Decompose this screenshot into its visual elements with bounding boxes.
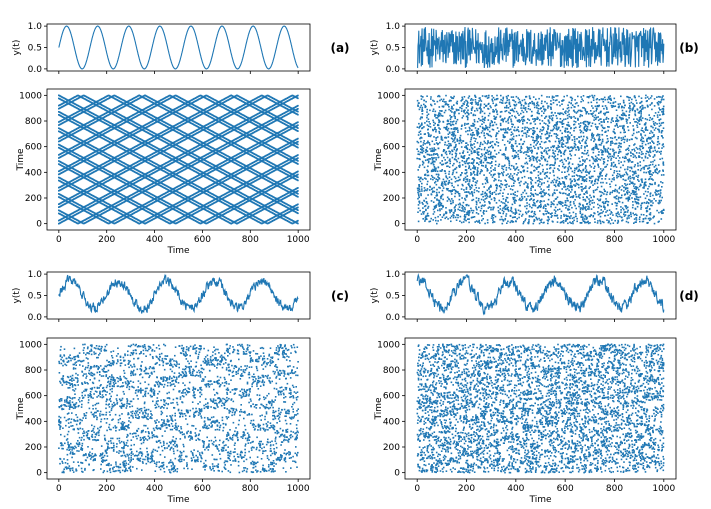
panel-1-bottom-point [297,190,299,192]
panel-1-bottom-point [297,94,299,97]
panel-1-bottom-xlabel: Time [166,246,189,256]
panel-1-bottom-xtick-label: 800 [242,235,259,245]
panel-1-top-ytick-label: 0.0 [28,65,43,75]
panel-1-top-ytick-label: 1.0 [28,22,43,32]
panel-1-bottom-point [297,176,299,179]
panel-1-bottom-point [297,160,299,162]
panel-1-bottom-scatter-points [58,94,299,225]
panel-1-top-ytick-label: 0.5 [28,44,42,54]
panel-1-bottom-ytick-label: 400 [25,168,42,178]
panel-1-bottom-xtick-label: 400 [146,235,163,245]
panel-1-bottom-point [78,195,80,198]
panel-1-top-series-line [58,25,299,70]
panel-1-bottom-point [106,136,108,139]
panel-1-bottom-axes-frame [46,88,311,231]
panel-1-bottom-point [269,221,272,223]
panel-1-bottom-ylabel: Time [16,148,26,171]
panel-1-bottom-point [269,208,272,210]
panel-1-bottom-point [106,197,108,199]
panel-1-bottom-xtick-label: 200 [98,235,115,245]
panel-1-bottom-ytick-label: 600 [25,143,42,153]
panel-1-bottom-xtick-label: 0 [56,235,62,245]
panel-1-bottom-point [297,173,299,176]
panel-1-bottom-ytick-label: 0 [36,220,42,230]
panel-1-bottom-point [297,143,299,146]
panel-1-bottom-point [106,120,108,122]
panel-1-bottom-point [78,121,80,124]
panel-1-bottom-point [297,127,299,129]
panel-1-top-ylabel: y(t) [12,40,22,56]
panel-1: 0.0 0.5 1.0 y(t) 0 200 400 600 800 1000 0 200 400 600… [12,22,350,256]
panel-1-bottom-xtick-label: 1000 [287,235,310,245]
panel-1-bottom-point [297,124,299,126]
panel-1-bottom-ytick-label: 200 [25,194,42,204]
panel-1-bottom-point [78,212,80,214]
panel-1-bottom-ytick-label: 1000 [19,91,42,101]
panel-1-bottom-point [297,157,299,159]
panel-1-bottom-xtick-label: 600 [194,235,211,245]
panel-1-bottom-point [269,109,272,111]
panel-1-bottom-point [269,96,272,98]
panel-1-bottom-point [297,222,299,225]
panel-1-bottom-point [78,105,80,107]
panel-1-bottom-point [106,180,108,183]
panel-1-bottom-point [297,206,299,209]
panel-1-bottom-point [297,193,299,195]
panel-1-bottom-point [297,140,299,143]
panel-1-bottom-point [297,110,299,113]
panel-1-bottom-ytick-label: 800 [25,117,42,127]
